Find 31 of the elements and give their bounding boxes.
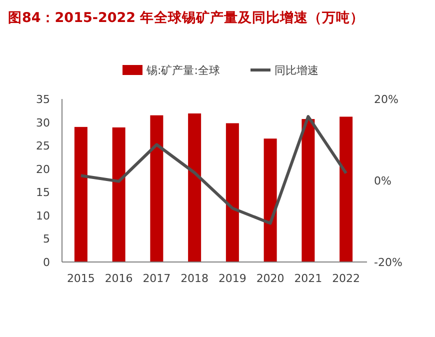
x-tick-label: 2016: [104, 272, 133, 285]
y-tick-label: 35: [36, 93, 50, 106]
x-tick-label: 2021: [294, 272, 322, 285]
y-tick-label: 20: [36, 162, 50, 176]
x-tick-label: 2017: [142, 272, 171, 285]
x-tick-label: 2020: [256, 272, 284, 285]
chart-title: 图84：2015-2022 年全球锡矿产量及同比增速（万吨）: [8, 9, 364, 26]
y2-tick-label: 0%: [374, 174, 392, 188]
line-series: [79, 115, 348, 225]
y-tick-label: 0: [43, 256, 50, 269]
y-tick-label: 30: [36, 116, 50, 130]
x-tick-label: 2022: [332, 272, 360, 285]
bar: [112, 127, 126, 262]
legend-label: 锡:矿产量:全球: [146, 64, 220, 77]
y-tick-label: 15: [36, 186, 50, 200]
x-tick-label: 2018: [180, 272, 209, 285]
bar: [150, 115, 164, 262]
bar: [226, 123, 239, 262]
bar: [188, 113, 202, 262]
x-tick-label: 2015: [66, 272, 95, 285]
bar: [302, 119, 315, 262]
bar: [264, 138, 277, 262]
bar: [340, 116, 353, 262]
y-tick-label: 5: [43, 232, 50, 246]
y-tick-label: 25: [36, 140, 50, 153]
y2-tick-label: -20%: [374, 256, 402, 269]
x-tick-label: 2019: [218, 272, 246, 285]
legend-label: 同比增速: [274, 64, 318, 77]
y-tick-label: 10: [36, 209, 50, 222]
y2-tick-label: 20%: [374, 93, 398, 106]
bar: [74, 126, 88, 262]
